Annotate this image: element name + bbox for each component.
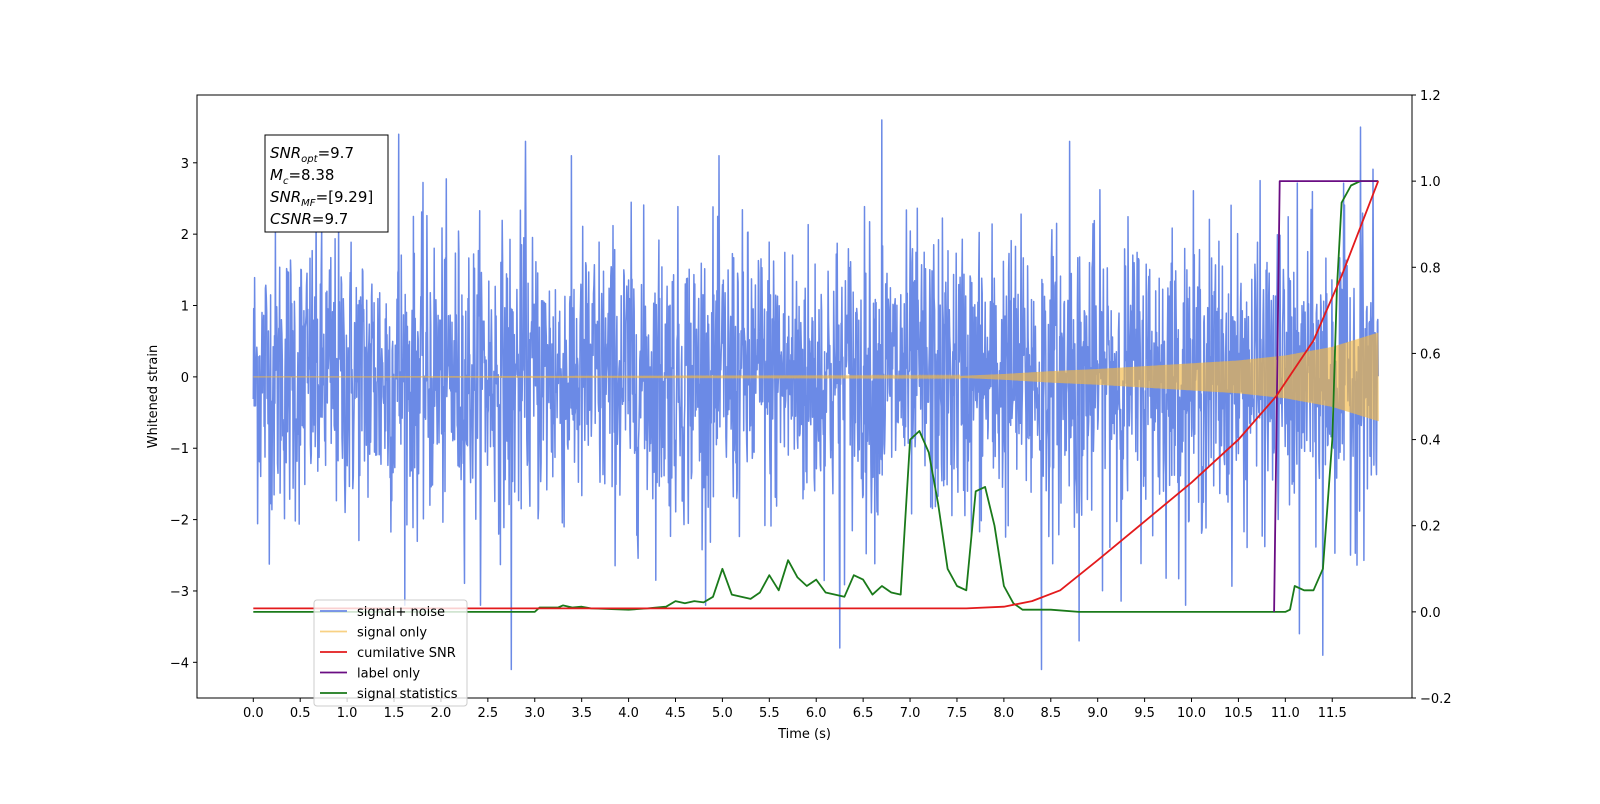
legend-label: signal statistics [357, 687, 458, 702]
y2-tick-label: 0.8 [1420, 261, 1441, 276]
y-tick-label: 3 [181, 157, 189, 172]
y2-tick-label: 1.2 [1420, 89, 1441, 104]
x-tick-label: 3.5 [571, 706, 592, 721]
x-tick-label: 11.5 [1318, 706, 1347, 721]
x-tick-label: 10.5 [1224, 706, 1253, 721]
x-tick-label: 1.0 [337, 706, 358, 721]
series-line-signal-statistics [253, 180, 1379, 613]
y2-tick-label: 0.2 [1420, 520, 1441, 535]
x-tick-label: 8.5 [1040, 706, 1061, 721]
x-tick-label: 2.0 [431, 706, 452, 721]
x-tick-label: 5.5 [759, 706, 780, 721]
x-tick-label: 5.0 [712, 706, 733, 721]
legend-label: label only [357, 667, 420, 682]
annotation-line: Mc=8.38 [270, 166, 334, 187]
x-tick-label: 9.5 [1134, 706, 1155, 721]
plot-area [252, 119, 1380, 671]
x-tick-label: 10.0 [1177, 706, 1206, 721]
plot-frame [196, 94, 1413, 699]
legend-label: signal only [357, 626, 427, 641]
x-tick-label: 6.5 [853, 706, 874, 721]
axes: 0.0 0.5 1.0 1.5 2.0 2.5 3.0 3.5 4.0 4.5 5.0 5.5 6.0 6… [170, 89, 1452, 721]
y-tick-label: 0 [181, 371, 189, 386]
y2-tick-label: 0.6 [1420, 347, 1441, 362]
x-tick-label: 1.5 [384, 706, 405, 721]
legend-frame [313, 599, 468, 707]
y2-tick-label: 0.0 [1420, 606, 1441, 621]
x-tick-label: 4.0 [618, 706, 639, 721]
x-tick-label: 0.0 [243, 706, 264, 721]
x-axis-label: Time (s) [777, 727, 831, 742]
y-axis-label: Whitened strain [146, 345, 161, 448]
x-tick-label: 6.0 [806, 706, 827, 721]
y2-tick-label: −0.2 [1420, 692, 1452, 707]
series-line-cumulative-snr [253, 180, 1380, 610]
annotation-frame [264, 134, 389, 233]
series-line-signal-noise [252, 119, 1379, 671]
x-tick-label: 8.0 [994, 706, 1015, 721]
legend: signal+ noise signal only cumilative SNR la… [313, 599, 468, 707]
x-tick-label: 3.0 [524, 706, 545, 721]
y2-tick-label: 1.0 [1420, 175, 1441, 190]
x-tick-label: 2.5 [478, 706, 499, 721]
annotation-line: SNRMF=[9.29] [270, 188, 373, 209]
y-tick-label: −4 [170, 656, 189, 671]
x-tick-label: 11.0 [1271, 706, 1300, 721]
y-tick-label: −2 [170, 514, 189, 529]
x-tick-label: 7.5 [947, 706, 968, 721]
legend-label: cumilative SNR [357, 646, 456, 661]
x-tick-label: 9.0 [1087, 706, 1108, 721]
y2-tick-label: 0.4 [1420, 434, 1441, 449]
x-tick-label: 7.0 [900, 706, 921, 721]
y-tick-label: 1 [181, 300, 189, 315]
y-tick-label: −3 [170, 585, 189, 600]
x-tick-label: 4.5 [665, 706, 686, 721]
legend-label: signal+ noise [357, 605, 445, 620]
annotation-line: SNRopt=9.7 [270, 144, 354, 165]
series-line-label-only [1273, 180, 1379, 612]
x-tick-label: 0.5 [290, 706, 311, 721]
y-tick-label: 2 [181, 228, 189, 243]
y-tick-label: −1 [170, 442, 189, 457]
series-line-signal-only [253, 332, 1379, 422]
annotation-line: CSNR=9.7 [270, 210, 348, 228]
